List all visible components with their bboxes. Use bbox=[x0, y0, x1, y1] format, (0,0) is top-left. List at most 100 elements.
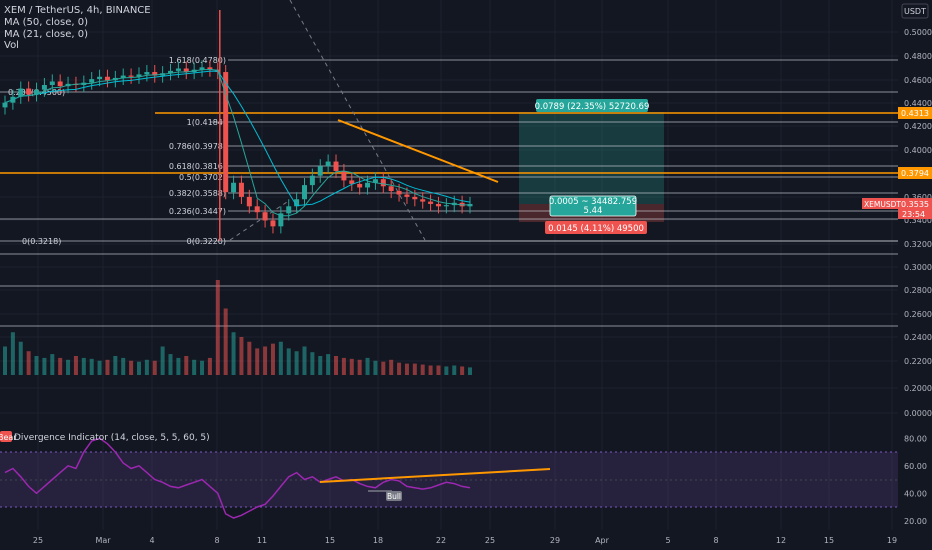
candle-body bbox=[380, 179, 386, 187]
oscillator-divergence-trendline[interactable] bbox=[319, 468, 551, 483]
target-label-box bbox=[536, 99, 648, 112]
volume-bar bbox=[81, 357, 86, 375]
volume-bar bbox=[223, 308, 228, 375]
candle-body bbox=[428, 201, 434, 204]
symbol-title: XEM / TetherUS, 4h, BINANCE bbox=[4, 5, 151, 16]
volume-bar bbox=[26, 351, 31, 375]
candle-body bbox=[388, 186, 394, 191]
volume-bar bbox=[452, 365, 457, 375]
candle-body bbox=[26, 88, 32, 95]
orange-top-price-label-box bbox=[898, 107, 932, 119]
bear-badge-label: Bear bbox=[0, 433, 17, 442]
time-tick-label: 19 bbox=[887, 536, 897, 545]
bear-badge bbox=[0, 431, 12, 442]
fib-level-label: 0.618(0.3816) bbox=[169, 162, 226, 171]
price-tick-label: 0.0000 bbox=[904, 409, 932, 418]
candle-body bbox=[349, 180, 355, 184]
price-tick-label: 0.2400 bbox=[904, 333, 932, 342]
candle-body bbox=[152, 72, 158, 76]
oscillator-line bbox=[4, 437, 471, 519]
last-price-label: 0.3535 bbox=[901, 200, 929, 209]
volume-bar bbox=[397, 362, 402, 375]
volume-bar bbox=[357, 359, 362, 375]
volume-bar bbox=[263, 346, 268, 375]
candle-body bbox=[412, 196, 418, 200]
time-tick-label: 4 bbox=[149, 536, 154, 545]
grid bbox=[0, 0, 898, 530]
candle-body bbox=[262, 212, 268, 221]
volume-bar bbox=[349, 358, 354, 375]
volume-bar bbox=[420, 364, 425, 375]
volume-bar bbox=[18, 341, 23, 375]
time-tick-label: Mar bbox=[95, 536, 111, 545]
volume-bar bbox=[121, 357, 126, 375]
price-tick-label: 0.4800 bbox=[904, 52, 932, 61]
candle-body bbox=[223, 72, 229, 193]
candle-body bbox=[333, 161, 339, 171]
center-label-2: 5.44 bbox=[584, 206, 603, 216]
volume-bar bbox=[58, 357, 63, 375]
candle-body bbox=[238, 182, 244, 197]
candle-body bbox=[301, 185, 307, 200]
volume-bar bbox=[207, 357, 212, 375]
volume-bar bbox=[373, 360, 378, 375]
volume-bar bbox=[436, 365, 441, 375]
volume-bar bbox=[184, 356, 189, 375]
volume-bar bbox=[192, 359, 197, 375]
candle-body bbox=[175, 68, 181, 71]
time-tick-label: 15 bbox=[824, 536, 834, 545]
volume-bars bbox=[3, 280, 472, 375]
volume-legend: Vol bbox=[4, 40, 19, 51]
fib-trend-line-down[interactable] bbox=[289, 0, 426, 241]
ma21-legend: MA (21, close, 0) bbox=[4, 29, 88, 40]
fib-level-label: 1(0.4184) bbox=[187, 118, 226, 127]
volume-bar bbox=[404, 363, 409, 375]
price-tick-label: 0.2000 bbox=[904, 384, 932, 393]
price-tick-label: 0.2200 bbox=[904, 357, 932, 366]
candle-body bbox=[396, 191, 402, 195]
symbol-price-badge bbox=[862, 198, 898, 209]
price-tick-label: 0.3200 bbox=[904, 240, 932, 249]
stop-label: 0.0145 (4.11%) 49500 bbox=[548, 224, 644, 234]
candle-body bbox=[183, 68, 189, 73]
volume-bar bbox=[341, 357, 346, 375]
price-tick-label: 0.3000 bbox=[904, 263, 932, 272]
descending-trendline[interactable] bbox=[337, 119, 499, 183]
volume-bar bbox=[294, 351, 299, 375]
fib-level-label: 0.236(0.3447) bbox=[169, 207, 226, 216]
oscillator-axis[interactable]: 80.00 60.00 40.00 20.00 bbox=[904, 434, 927, 526]
volume-bar bbox=[412, 363, 417, 375]
volume-bar bbox=[3, 346, 7, 375]
time-tick-label: 8 bbox=[713, 536, 718, 545]
volume-bar bbox=[444, 366, 449, 375]
chart-legend: XEM / TetherUS, 4h, BINANCE MA (50, clos… bbox=[4, 5, 151, 51]
price-tick-label: 0.2600 bbox=[904, 310, 932, 319]
volume-bar bbox=[255, 348, 260, 375]
volume-bar bbox=[160, 346, 165, 375]
candle-body bbox=[286, 206, 292, 214]
candle-body bbox=[144, 72, 150, 75]
candle-body bbox=[207, 67, 213, 70]
candle-body bbox=[199, 67, 205, 70]
fib-level-label: 1.618(0.4780) bbox=[169, 56, 226, 65]
time-tick-label: 29 bbox=[550, 536, 560, 545]
candle-body bbox=[309, 175, 315, 186]
time-axis[interactable]: 25 Mar 4 8 11 15 18 22 25 29 Apr 5 8 12 15 19 bbox=[33, 536, 897, 545]
candle-body bbox=[278, 213, 284, 227]
candle-body bbox=[420, 199, 426, 202]
currency-badge[interactable] bbox=[901, 3, 929, 19]
candle-body bbox=[128, 75, 134, 77]
time-tick-label: 25 bbox=[485, 536, 495, 545]
time-tick-label: 12 bbox=[776, 536, 786, 545]
candle-body bbox=[372, 179, 378, 183]
position-target-zone[interactable] bbox=[519, 112, 664, 204]
price-tick-label: 0.5000 bbox=[904, 28, 932, 37]
time-tick-label: Apr bbox=[595, 536, 610, 545]
volume-bar bbox=[278, 341, 283, 375]
candle-body bbox=[341, 170, 347, 181]
oscillator-tick-label: 40.00 bbox=[904, 489, 927, 498]
bull-badge-label: Bull bbox=[387, 492, 401, 501]
price-tick-label: 0.2800 bbox=[904, 286, 932, 295]
price-axis[interactable]: 0.50000.48000.46000.44000.42000.40000.38… bbox=[862, 28, 932, 418]
